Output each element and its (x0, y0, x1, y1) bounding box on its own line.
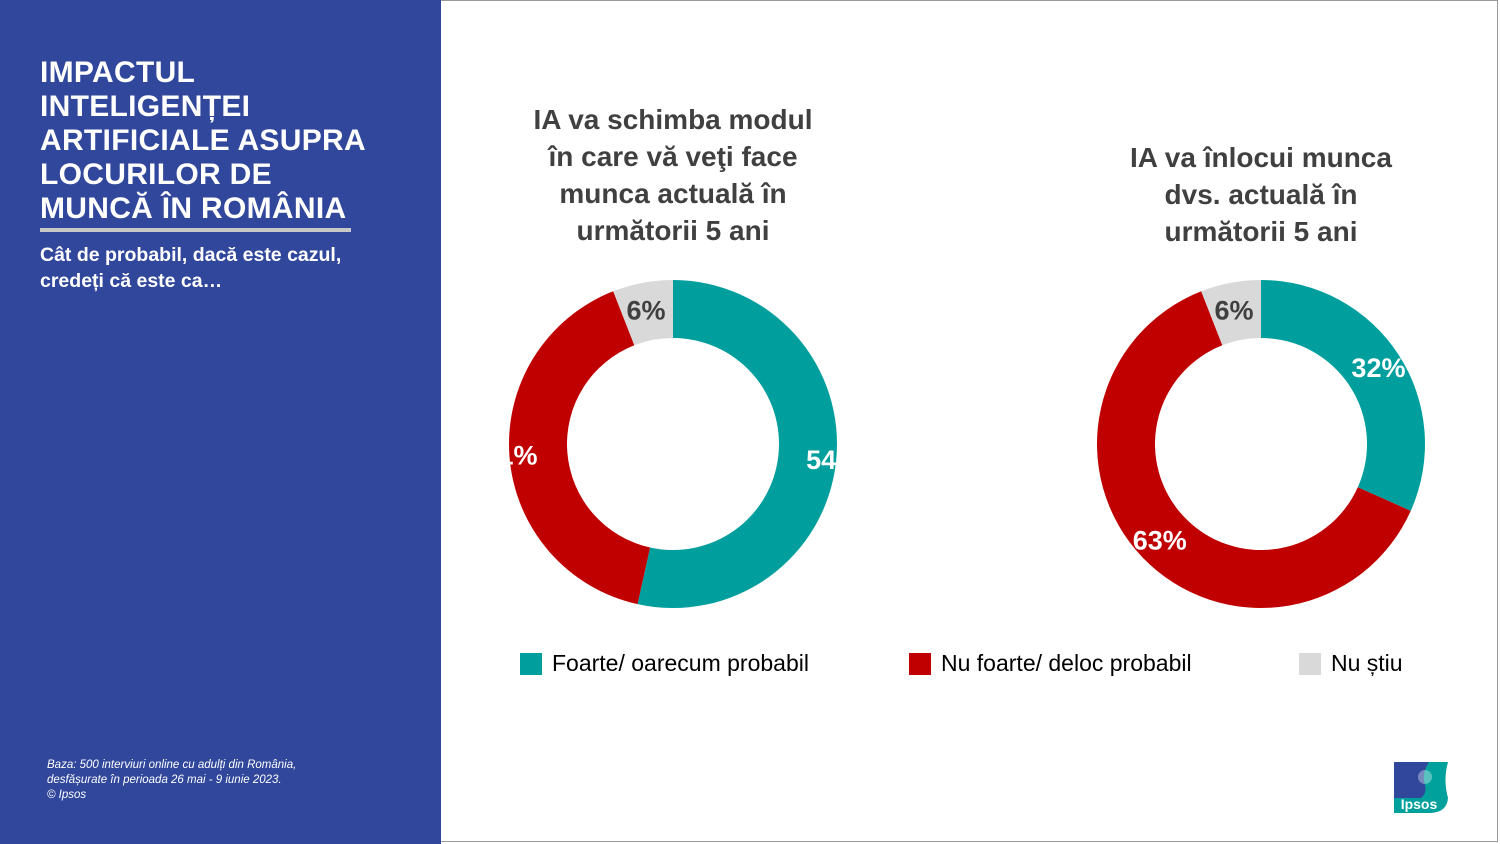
legend-swatch-red (909, 652, 931, 675)
legend-label: Foarte/ oarecum probabil (552, 650, 809, 676)
sidebar-panel: IMPACTUL INTELIGENȚEI ARTIFICIALE ASUPRA… (0, 0, 441, 844)
legend-swatch-teal (520, 652, 542, 675)
legend-label: Nu foarte/ deloc probabil (941, 650, 1192, 676)
legend-label: Nu știu (1331, 650, 1403, 676)
data-label-foarte-oarecum-probabil: 54% (806, 445, 860, 475)
donut-slice-foarte-oarecum-probabil (1261, 280, 1425, 511)
donut-chart-replace: 32% 63% 6% (1097, 280, 1425, 608)
legend-item-likely: Foarte/ oarecum probabil (520, 650, 809, 677)
donut-slice-nu-foarte-deloc-probabil (509, 291, 651, 605)
legend-item-unlikely: Nu foarte/ deloc probabil (909, 650, 1192, 677)
donut-chart-change: 54% 41% 6% (483, 280, 860, 608)
chart-title-change: IA va schimba modul în care vă veţi face… (533, 104, 813, 246)
donut-slice-nu-foarte-deloc-probabil (1097, 291, 1411, 608)
legend-item-dont-know: Nu știu (1299, 650, 1403, 677)
data-label-nu-stiu: 6% (627, 295, 666, 325)
donut-slice-nu-stiu (1201, 280, 1261, 346)
title-divider (40, 228, 351, 232)
question-text: Cât de probabil, dacă este cazul, credeț… (40, 244, 342, 292)
data-label-nu-foarte-deloc-probabil: 41% (483, 440, 537, 470)
legend-swatch-grey (1299, 652, 1321, 675)
ipsos-logo: Ipsos (1394, 762, 1448, 813)
donut-slice-nu-stiu (613, 280, 673, 346)
data-label-nu-foarte-deloc-probabil: 63% (1133, 526, 1187, 556)
chart-title-replace: IA va înlocui munca dvs. actuală în urmă… (1130, 142, 1392, 247)
data-label-foarte-oarecum-probabil: 32% (1351, 353, 1405, 383)
logo-text: Ipsos (1401, 796, 1438, 812)
donut-slice-foarte-oarecum-probabil (637, 280, 837, 608)
slide-title: IMPACTUL INTELIGENȚEI ARTIFICIALE ASUPRA… (40, 56, 366, 225)
data-label-nu-stiu: 6% (1215, 295, 1254, 325)
source-footnote: Baza: 500 interviuri online cu adulți di… (47, 759, 297, 801)
